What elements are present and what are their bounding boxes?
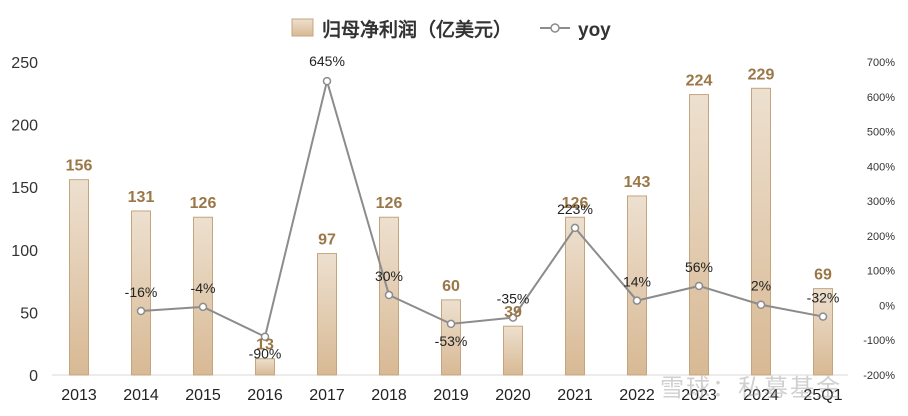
yoy-point	[632, 296, 642, 305]
yoy-point	[384, 290, 394, 300]
bar	[689, 94, 709, 376]
bar-value-label: 156	[66, 158, 93, 175]
bar-value-label: 60	[442, 278, 460, 295]
x-tick-label: 2023	[681, 387, 717, 404]
x-tick-label: 2018	[371, 387, 407, 404]
yoy-value-label: -16%	[125, 284, 158, 300]
bar-value-labels: 156 131 126 13 97 126 60 39 126 143 224 229 69	[66, 66, 832, 353]
yoy-point	[570, 223, 580, 233]
left-tick-label: 150	[11, 180, 38, 197]
yoy-value-label: 30%	[375, 268, 403, 284]
right-axis: -200% -100% 0% 100% 200% 300% 400% 500% 600% 700%	[863, 57, 895, 382]
right-tick-label: 100%	[867, 266, 895, 278]
yoy-point	[322, 76, 332, 86]
x-tick-label: 25Q1	[803, 387, 842, 404]
right-tick-label: 200%	[867, 231, 895, 243]
right-tick-label: 500%	[867, 127, 895, 139]
legend: 归母净利润（亿美元） yoy	[291, 18, 611, 41]
yoy-value-label: -32%	[807, 290, 840, 306]
yoy-value-label: 56%	[685, 259, 713, 275]
bar	[255, 358, 275, 376]
x-tick-label: 2020	[495, 387, 531, 404]
yoy-point	[508, 313, 518, 322]
x-tick-label: 2017	[309, 387, 345, 404]
x-tick-label: 2016	[247, 387, 283, 404]
bar-value-label: 13	[256, 337, 274, 354]
bar-value-label: 126	[562, 195, 589, 212]
yoy-point	[136, 306, 146, 316]
yoy-point	[446, 319, 456, 329]
bar-value-label: 224	[686, 73, 713, 90]
yoy-point	[694, 281, 704, 291]
yoy-value-label: 223%	[557, 201, 593, 217]
left-tick-label: 250	[11, 55, 38, 72]
x-tick-label: 2014	[123, 387, 159, 404]
right-tick-label: 300%	[867, 196, 895, 208]
legend-bar-swatch	[291, 18, 314, 37]
yoy-value-label: -35%	[497, 291, 530, 307]
right-tick-label: 600%	[867, 92, 895, 104]
bar-value-label: 39	[504, 304, 522, 321]
bar	[69, 179, 89, 376]
left-tick-label: 200	[11, 118, 38, 135]
bar-value-label: 229	[748, 66, 775, 83]
right-tick-label: 0%	[879, 300, 895, 312]
bar	[441, 299, 461, 376]
bar-value-label: 69	[814, 267, 832, 284]
bar	[131, 210, 151, 376]
left-tick-label: 0	[29, 368, 38, 385]
yoy-value-label: -4%	[191, 280, 216, 296]
bar	[317, 253, 337, 376]
right-tick-label: 700%	[867, 57, 895, 69]
yoy-value-label: 2%	[751, 278, 771, 294]
bar-value-label: 126	[190, 195, 217, 212]
yoy-point	[260, 332, 270, 341]
left-tick-label: 100	[11, 243, 38, 260]
yoy-line	[140, 77, 824, 339]
bar-value-label: 143	[624, 174, 651, 191]
yoy-points	[136, 76, 828, 341]
left-axis: 0 50 100 150 200 250	[11, 55, 38, 385]
bar-value-label: 126	[376, 195, 403, 212]
yoy-point	[198, 302, 208, 312]
bar	[193, 216, 213, 376]
x-tick-label: 2024	[743, 387, 779, 404]
legend-line-marker	[550, 23, 560, 33]
legend-line-label: yoy	[578, 20, 611, 41]
x-tick-label: 2013	[61, 387, 97, 404]
x-tick-label: 2015	[185, 387, 221, 404]
x-axis-labels: 2013 2014 2015 2016 2017 2018 2019 2020 2021 2022…	[61, 387, 842, 404]
right-tick-label: -100%	[863, 335, 895, 347]
yoy-value-label: -53%	[435, 333, 468, 349]
right-tick-label: 400%	[867, 161, 895, 173]
yoy-point	[818, 312, 828, 321]
x-tick-label: 2021	[557, 387, 593, 404]
x-tick-label: 2019	[433, 387, 469, 404]
bar-series	[69, 87, 833, 376]
watermark: 雪球：私募基金	[660, 374, 842, 402]
bar	[627, 195, 647, 376]
right-tick-label: -200%	[863, 370, 895, 382]
bar	[751, 87, 771, 376]
bar	[813, 288, 833, 376]
bar-value-label: 131	[128, 189, 155, 206]
bar	[503, 325, 523, 376]
left-tick-label: 50	[20, 305, 38, 322]
x-tick-label: 2022	[619, 387, 655, 404]
bar	[565, 216, 585, 376]
legend-bar-label: 归母净利润（亿美元）	[322, 18, 512, 41]
yoy-value-label: 645%	[309, 53, 345, 69]
yoy-value-labels: -16% -4% -90% 645% 30% -53% -35% 223% 14% 56% 2% -3…	[125, 53, 840, 362]
yoy-point	[756, 300, 766, 309]
bar-value-label: 97	[318, 232, 336, 249]
yoy-value-label: -90%	[249, 346, 282, 362]
yoy-value-label: 14%	[623, 274, 651, 290]
